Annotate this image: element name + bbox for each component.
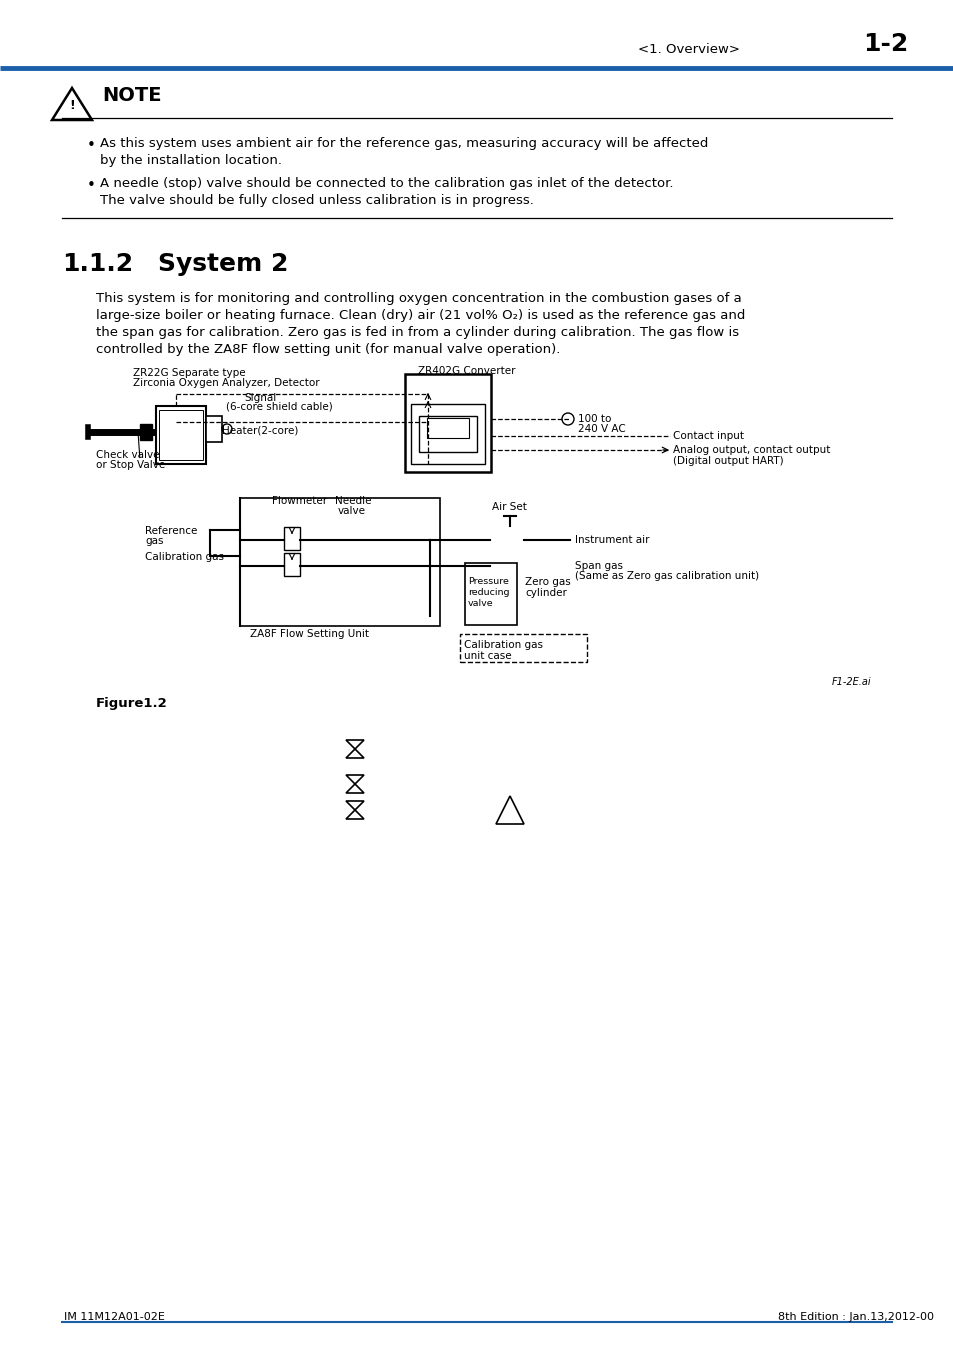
Polygon shape	[346, 740, 364, 749]
Text: Reference: Reference	[145, 526, 197, 536]
Text: ZA8F Flow Setting Unit: ZA8F Flow Setting Unit	[250, 629, 369, 639]
Text: Air Set: Air Set	[492, 502, 526, 512]
Text: the span gas for calibration. Zero gas is fed in from a cylinder during calibrat: the span gas for calibration. Zero gas i…	[96, 325, 739, 339]
Text: 1.1.2: 1.1.2	[62, 252, 133, 275]
Text: Check valve: Check valve	[96, 450, 159, 460]
Bar	[284, 554, 299, 576]
Text: gas: gas	[145, 536, 163, 545]
Text: Span gas: Span gas	[575, 562, 622, 571]
Text: or Stop Valve: or Stop Valve	[96, 460, 165, 470]
Text: Figure1.2: Figure1.2	[96, 697, 168, 710]
Text: ZR402G Converter: ZR402G Converter	[417, 366, 515, 377]
Bar	[156, 406, 206, 464]
Bar	[405, 374, 491, 472]
Text: •: •	[87, 178, 95, 193]
Text: reducing: reducing	[468, 589, 509, 597]
Text: Contact input: Contact input	[672, 431, 743, 441]
Text: unit case: unit case	[463, 651, 511, 661]
Text: (Digital output HART): (Digital output HART)	[672, 456, 782, 466]
Text: Flowmeter: Flowmeter	[272, 495, 327, 506]
Text: Signal: Signal	[244, 393, 276, 404]
Text: System 2: System 2	[158, 252, 288, 275]
Polygon shape	[346, 801, 364, 810]
Bar	[240, 498, 439, 626]
Text: (6-core shield cable): (6-core shield cable)	[226, 402, 333, 412]
Text: <1. Overview>: <1. Overview>	[638, 43, 740, 55]
Text: 8th Edition : Jan.13,2012-00: 8th Edition : Jan.13,2012-00	[778, 1312, 933, 1322]
Text: Calibration gas: Calibration gas	[463, 640, 542, 649]
Bar	[427, 418, 469, 437]
Bar	[140, 424, 152, 440]
Text: Pressure: Pressure	[468, 576, 508, 586]
Text: large-size boiler or heating furnace. Clean (dry) air (21 vol% O₂) is used as th: large-size boiler or heating furnace. Cl…	[96, 309, 744, 323]
Text: F1-2E.ai: F1-2E.ai	[831, 676, 871, 687]
Text: NOTE: NOTE	[102, 86, 161, 105]
Text: As this system uses ambient air for the reference gas, measuring accuracy will b: As this system uses ambient air for the …	[100, 136, 708, 150]
Text: Heater(2-core): Heater(2-core)	[222, 427, 298, 436]
Text: valve: valve	[468, 599, 493, 608]
Polygon shape	[346, 810, 364, 819]
Text: cylinder: cylinder	[524, 589, 566, 598]
Text: The valve should be fully closed unless calibration is in progress.: The valve should be fully closed unless …	[100, 194, 534, 207]
Text: 240 V AC: 240 V AC	[578, 424, 625, 433]
Text: Zero gas: Zero gas	[524, 576, 570, 587]
Text: A needle (stop) valve should be connected to the calibration gas inlet of the de: A needle (stop) valve should be connecte…	[100, 177, 673, 190]
Text: Analog output, contact output: Analog output, contact output	[672, 446, 829, 455]
Text: 1-2: 1-2	[862, 32, 907, 55]
Text: (Same as Zero gas calibration unit): (Same as Zero gas calibration unit)	[575, 571, 759, 580]
Bar	[206, 416, 222, 441]
Text: controlled by the ZA8F flow setting unit (for manual valve operation).: controlled by the ZA8F flow setting unit…	[96, 343, 559, 356]
Bar	[159, 410, 203, 460]
Polygon shape	[346, 775, 364, 784]
Bar	[284, 526, 299, 549]
Text: valve: valve	[337, 506, 366, 516]
Polygon shape	[346, 784, 364, 792]
Text: Needle: Needle	[335, 495, 371, 506]
Bar	[459, 634, 586, 662]
Bar	[464, 563, 517, 625]
Text: !: !	[69, 99, 74, 112]
Text: ZR22G Separate type: ZR22G Separate type	[132, 369, 245, 378]
Polygon shape	[496, 796, 523, 824]
Text: Calibration gas: Calibration gas	[145, 552, 224, 562]
Text: This system is for monitoring and controlling oxygen concentration in the combus: This system is for monitoring and contro…	[96, 292, 741, 305]
Text: IM 11M12A01-02E: IM 11M12A01-02E	[64, 1312, 165, 1322]
Text: by the installation location.: by the installation location.	[100, 154, 282, 167]
Text: Instrument air: Instrument air	[575, 535, 649, 545]
Bar	[411, 404, 484, 464]
Polygon shape	[346, 749, 364, 757]
Text: 100 to: 100 to	[578, 414, 611, 424]
Text: Zirconia Oxygen Analyzer, Detector: Zirconia Oxygen Analyzer, Detector	[132, 378, 319, 387]
Bar	[418, 416, 476, 452]
Text: •: •	[87, 138, 95, 153]
